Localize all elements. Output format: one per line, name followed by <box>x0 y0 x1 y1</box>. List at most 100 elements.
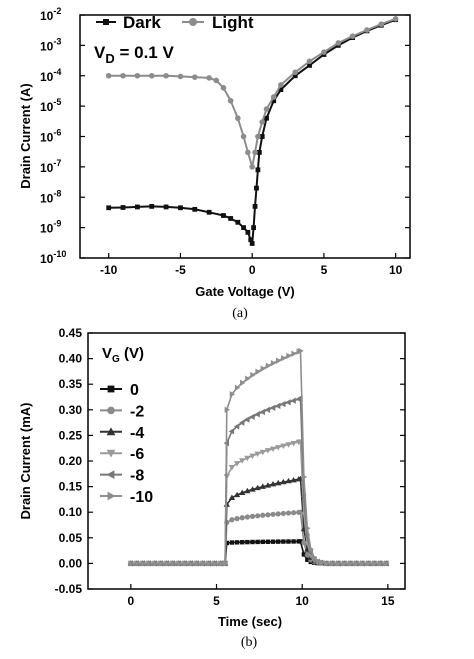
series-dark-point <box>149 203 155 209</box>
series-light-line <box>108 17 397 168</box>
series-vg-10-point <box>270 359 277 367</box>
series-vg0-line <box>130 540 387 565</box>
series-vg-10-point <box>134 560 141 567</box>
series-vg-10-point <box>255 368 261 375</box>
series-dark-point <box>163 204 169 210</box>
y-tick-label: 10-3 <box>40 36 61 53</box>
x-tick-label: 0 <box>249 263 256 277</box>
series-vg-10-point <box>206 560 213 567</box>
series-dark-point <box>307 62 312 68</box>
series-dark-point <box>248 237 254 243</box>
chart-b-caption: (b) <box>241 635 258 650</box>
series-light-point <box>163 72 169 79</box>
y-tick-label: 0.20 <box>59 454 83 468</box>
series-vg-10-point <box>286 352 292 360</box>
y-tick-exponent: -6 <box>53 128 61 138</box>
chart-a-legend: Dark Light <box>96 13 254 32</box>
series-vg-10-point <box>335 560 342 567</box>
series-dark-point <box>228 216 234 221</box>
series-vg-8-point <box>285 399 291 406</box>
y-tick-exponent: -9 <box>53 219 61 229</box>
series-dark-point <box>241 225 246 231</box>
y-tick-label: 10-10 <box>40 249 66 266</box>
series-vg-4-line <box>130 477 387 565</box>
series-light-point <box>105 72 112 79</box>
series-light-point <box>148 72 155 79</box>
y-tick-base: 10 <box>40 252 54 266</box>
series-light-point <box>252 149 258 156</box>
y-tick-base: 10 <box>40 100 54 114</box>
series-dark-point <box>264 115 269 121</box>
series-vg-6-line <box>130 440 387 565</box>
series-vg-6-point <box>244 455 251 462</box>
series-light-point <box>349 33 356 40</box>
y-tick-label: 0.15 <box>59 480 83 494</box>
series-vg-2-point <box>229 517 235 523</box>
series-vg0-point <box>305 557 310 562</box>
series-dark-point <box>106 205 112 211</box>
series-dark-point <box>235 219 241 225</box>
series-vg-10-point <box>152 560 159 567</box>
series-light-point <box>292 69 299 76</box>
y-tick-exponent: -4 <box>53 67 61 77</box>
series-vg0-point <box>265 539 271 544</box>
series-light-point <box>249 164 255 170</box>
series-light-point <box>335 40 342 46</box>
series-vg0-point <box>301 552 307 557</box>
y-tick-base: 10 <box>40 131 54 145</box>
series-vg-10-point <box>170 560 177 567</box>
series-light-point <box>177 73 184 80</box>
chart-b: 0 5 10 15 0.45 0.40 0.35 0.30 0.25 0.20 0.15 0.10 0.… <box>18 326 406 650</box>
x-tick-label: 5 <box>321 263 328 277</box>
y-tick-base: 10 <box>40 161 54 175</box>
series-vg0-point <box>234 540 240 545</box>
series-vg-6-point <box>239 458 246 464</box>
series-vg0-point <box>240 540 245 545</box>
series-vg-6-point <box>259 449 266 456</box>
legend-vg-4-marker <box>106 427 116 436</box>
series-vg0-point <box>260 539 265 545</box>
series-light-point <box>213 77 220 84</box>
series-light-point <box>134 72 141 79</box>
series-light-point <box>392 15 399 22</box>
series-dark-point <box>120 205 126 210</box>
series-vg-10-point <box>245 375 251 382</box>
series-vg-10-point <box>329 560 336 567</box>
series-vg-10-point <box>383 560 390 567</box>
series-vg-10-point <box>158 560 165 567</box>
legend-vg-8-label: -8 <box>130 468 144 485</box>
series-vg-2-point <box>249 513 256 519</box>
legend-vg-4-label: -4 <box>130 425 144 442</box>
y-tick-base: 10 <box>40 39 54 53</box>
series-vg-10-point <box>347 560 354 567</box>
series-light-point <box>321 49 327 55</box>
chart-a-ylabel: Drain Current (A) <box>18 83 33 188</box>
series-vg-8-point <box>239 419 245 426</box>
series-vg-10-point <box>240 379 246 387</box>
legend-vg-2-marker <box>107 406 115 415</box>
series-light-point <box>120 72 126 79</box>
legend-dark-marker <box>103 19 109 25</box>
series-vg-10-point <box>218 560 224 567</box>
series-vg-6-point <box>290 441 297 447</box>
series-vg-10-point <box>176 560 183 567</box>
series-vg-10-point <box>341 560 348 567</box>
series-vg-10-point <box>365 560 372 567</box>
y-tick-label: 10-7 <box>40 158 61 175</box>
chart-a-xlabel: Gate Voltage (V) <box>195 284 294 299</box>
series-vg-10-point <box>323 560 330 567</box>
y-tick-label: 0.25 <box>59 428 83 442</box>
series-vg-8-line <box>130 397 387 565</box>
series-vg-10-point <box>188 560 195 567</box>
y-tick-label: 10-6 <box>40 128 61 145</box>
y-tick-exponent: -10 <box>53 249 66 259</box>
series-vg0-point <box>250 539 255 545</box>
series-dark-point <box>256 149 262 155</box>
y-tick-base: 10 <box>40 9 54 23</box>
series-vg0-point <box>270 539 276 544</box>
series-vg-2-point <box>255 513 261 519</box>
series-dark-point <box>192 206 198 212</box>
series-vg-10-point <box>301 473 308 481</box>
series-vg-8-point <box>269 404 276 411</box>
